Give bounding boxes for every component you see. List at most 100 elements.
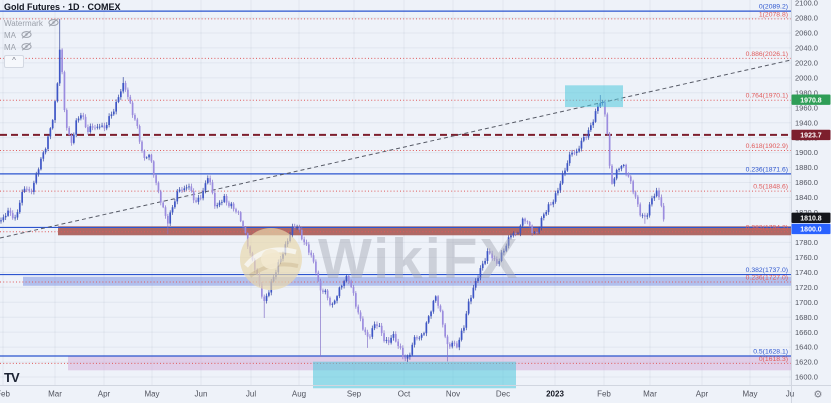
candle-body: [80, 115, 82, 119]
price-tick-label: 2080.0: [795, 14, 818, 23]
candle-body: [568, 154, 571, 164]
price-tick-label: 2040.0: [795, 44, 818, 53]
demand-band-1727[interactable]: [23, 276, 791, 286]
candle-body: [296, 227, 298, 229]
candle-body: [486, 251, 489, 261]
eye-off-icon[interactable]: [21, 26, 32, 44]
candle-body: [639, 204, 642, 216]
candle-body: [63, 72, 66, 111]
candle-body: [105, 125, 108, 129]
chart-header: Gold Futures · 1D · COMEX: [4, 2, 121, 12]
candle-body: [258, 274, 261, 284]
legend-item-watermark-0[interactable]: Watermark: [4, 17, 59, 29]
candle-body: [526, 221, 529, 223]
candle-body: [284, 244, 287, 255]
candle-body: [181, 189, 183, 191]
legend-item-ma-1[interactable]: MA: [4, 29, 59, 41]
eye-off-icon[interactable]: [21, 38, 32, 56]
trendline[interactable]: [0, 59, 792, 239]
candle-body: [164, 207, 167, 216]
candle-body: [493, 258, 496, 260]
candle-body: [117, 97, 120, 102]
candle-body: [517, 233, 519, 235]
candle-body: [108, 116, 110, 126]
candle-body: [136, 119, 139, 127]
candle-body: [496, 259, 498, 264]
candle-body: [491, 253, 493, 259]
candle-body: [352, 286, 355, 294]
price-tick-label: 1760.0: [795, 253, 818, 262]
tradingview-logo[interactable]: TV: [4, 370, 20, 385]
candle-body: [634, 192, 637, 197]
candle-body: [566, 163, 569, 171]
candle-body: [192, 191, 195, 201]
candle-body: [317, 272, 320, 281]
legend-collapse-button[interactable]: ^: [4, 55, 24, 68]
candle-body: [127, 89, 129, 97]
candle-body: [350, 281, 352, 287]
time-tick-label: Apr: [98, 390, 111, 399]
candle-body: [2, 217, 5, 221]
legend-item-ma-2[interactable]: MA: [4, 41, 59, 53]
candle-body: [206, 178, 209, 184]
candle-body: [458, 339, 461, 348]
highlight-box-top[interactable]: [565, 85, 623, 108]
candle-body: [449, 344, 451, 347]
candle-body: [228, 202, 230, 207]
time-tick-label: Jun: [195, 390, 208, 399]
candle-body: [214, 192, 216, 207]
candle-body: [190, 186, 193, 192]
time-tick-label: Mar: [643, 390, 657, 399]
settings-gear-icon[interactable]: ⚙: [814, 390, 823, 401]
candle-body: [343, 281, 345, 286]
candle-body: [439, 305, 442, 312]
candle-body: [51, 120, 54, 129]
candle-body: [394, 334, 397, 342]
candle-body: [216, 205, 219, 207]
candle-body: [261, 283, 263, 297]
candle-body: [162, 202, 164, 208]
candle-body: [573, 152, 576, 154]
candle-body: [545, 212, 548, 215]
candle-body: [329, 297, 331, 305]
time-axis[interactable]: Feb Mar Apr May Jun Jul Aug Sep Oct Nov Dec 2023 Feb…: [0, 390, 794, 399]
candle-body: [115, 101, 117, 112]
candle-body: [550, 204, 552, 206]
price-tick-label: 1620.0: [795, 358, 818, 367]
price-badge-bg: [791, 223, 831, 235]
candle-body: [336, 296, 338, 301]
candle-body: [355, 293, 357, 307]
candle-body: [646, 215, 649, 217]
candle-body: [481, 263, 484, 269]
supply-band-1800[interactable]: [58, 226, 791, 236]
candle-body: [308, 244, 310, 253]
candle-body: [561, 173, 564, 184]
symbol-title[interactable]: Gold Futures · 1D · COMEX: [4, 2, 121, 12]
price-tick-label: 1900.0: [795, 148, 818, 157]
fib-red-label: 0.618(1902.9): [746, 143, 788, 150]
candle-body: [30, 190, 33, 192]
candle-body: [392, 334, 395, 338]
candle-body: [176, 191, 179, 202]
candle-body: [338, 287, 341, 297]
candle-body: [571, 152, 573, 155]
time-axis-background: [0, 385, 791, 403]
highlight-box-bottom[interactable]: [313, 361, 516, 389]
candle-body: [47, 136, 49, 149]
candle-body: [383, 333, 385, 341]
fib-red-label: 0.236(1727.0): [746, 275, 788, 282]
candle-body: [157, 182, 160, 192]
candle-body: [61, 49, 63, 73]
candle-body: [538, 228, 540, 233]
candle-body: [138, 126, 141, 142]
price-badge-1800.0: 1800.0: [791, 223, 831, 235]
eye-off-icon[interactable]: [48, 14, 59, 32]
legend-item-label: MA: [4, 30, 16, 40]
candle-body: [230, 203, 233, 207]
candle-body: [648, 204, 651, 216]
time-tick-label: Mar: [48, 390, 62, 399]
candle-body: [68, 127, 70, 135]
